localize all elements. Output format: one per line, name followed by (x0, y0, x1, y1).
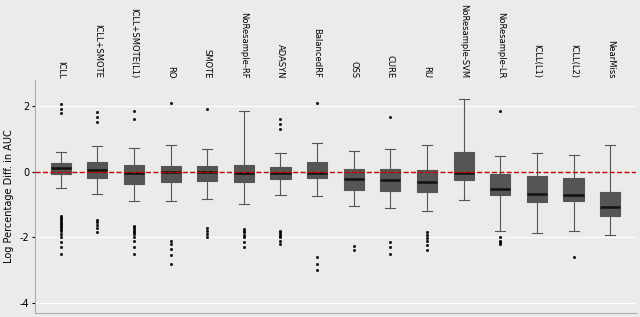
PathPatch shape (380, 169, 401, 191)
PathPatch shape (600, 192, 620, 216)
Y-axis label: Log Percentage Diff. in AUC: Log Percentage Diff. in AUC (4, 129, 14, 263)
PathPatch shape (490, 174, 510, 195)
PathPatch shape (87, 162, 108, 178)
PathPatch shape (454, 152, 474, 180)
PathPatch shape (271, 167, 291, 179)
PathPatch shape (417, 170, 437, 192)
PathPatch shape (234, 165, 254, 182)
PathPatch shape (307, 162, 327, 178)
PathPatch shape (344, 169, 364, 190)
PathPatch shape (563, 178, 584, 201)
PathPatch shape (527, 176, 547, 202)
PathPatch shape (161, 166, 180, 182)
PathPatch shape (124, 165, 144, 184)
PathPatch shape (197, 166, 218, 181)
PathPatch shape (51, 164, 71, 174)
